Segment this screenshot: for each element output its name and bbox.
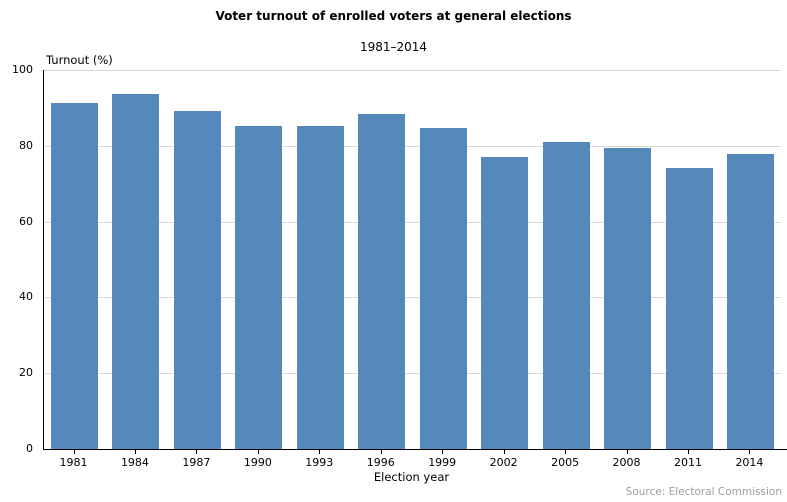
chart-subtitle: 1981–2014 bbox=[359, 40, 428, 54]
x-tick-label-2005: 2005 bbox=[551, 456, 580, 469]
x-tick-label-1996: 1996 bbox=[366, 456, 395, 469]
plot-area bbox=[43, 70, 781, 449]
y-axis-tick-labels: 0 20 40 60 80 100 bbox=[0, 63, 33, 455]
gridline-40 bbox=[44, 297, 781, 299]
y-tick-label-40: 40 bbox=[19, 290, 33, 304]
x-tick-label-2008: 2008 bbox=[612, 456, 641, 469]
bar-1996 bbox=[358, 114, 406, 449]
x-tick-1996 bbox=[380, 449, 382, 454]
x-axis-line bbox=[43, 449, 787, 450]
bar-1990 bbox=[235, 126, 283, 449]
x-tick-1993 bbox=[319, 449, 321, 454]
gridline-80 bbox=[44, 145, 781, 147]
x-tick-1987 bbox=[196, 449, 198, 454]
y-tick-label-60: 60 bbox=[19, 214, 33, 228]
x-tick-1990 bbox=[257, 449, 259, 454]
bar-2014 bbox=[726, 153, 774, 449]
bar-1987 bbox=[173, 111, 221, 449]
gridline-100 bbox=[44, 70, 781, 71]
y-tick-label-20: 20 bbox=[19, 366, 33, 380]
bar-2008 bbox=[604, 147, 652, 449]
x-axis-ticks: 1981 1984 1987 1990 1993 1996 1999 2002 2005 2008… bbox=[43, 449, 780, 481]
x-tick-label-2011: 2011 bbox=[674, 456, 702, 469]
x-tick-label-1987: 1987 bbox=[182, 456, 211, 469]
chart-title: Voter turnout of enrolled voters at gene… bbox=[215, 9, 572, 23]
bar-1999 bbox=[419, 127, 467, 449]
x-tick-label-2014: 2014 bbox=[735, 456, 764, 469]
x-tick-1999 bbox=[442, 449, 444, 454]
y-tick-label-0: 0 bbox=[26, 442, 33, 455]
bar-2011 bbox=[665, 167, 713, 449]
bar-1993 bbox=[296, 126, 344, 449]
bar-1981 bbox=[51, 102, 98, 449]
x-tick-2011 bbox=[688, 449, 689, 454]
x-tick-label-1981: 1981 bbox=[59, 456, 88, 469]
x-tick-label-1999: 1999 bbox=[428, 456, 457, 469]
x-tick-1981 bbox=[73, 449, 75, 454]
x-tick-label-1993: 1993 bbox=[305, 456, 334, 469]
x-tick-2008 bbox=[626, 449, 628, 454]
x-tick-label-2002: 2002 bbox=[489, 456, 518, 469]
x-tick-label-1984: 1984 bbox=[120, 456, 149, 469]
x-tick-2002 bbox=[503, 449, 505, 454]
source-note: Source: Electoral Commission bbox=[625, 486, 782, 498]
x-tick-label-1990: 1990 bbox=[243, 456, 272, 469]
y-axis-title: Turnout (%) bbox=[46, 53, 113, 67]
bar-2002 bbox=[481, 157, 529, 449]
y-tick-label-80: 80 bbox=[19, 138, 33, 152]
gridline-20 bbox=[44, 373, 781, 375]
x-tick-1984 bbox=[134, 449, 136, 454]
bar-2005 bbox=[542, 142, 590, 449]
x-tick-2005 bbox=[565, 449, 567, 454]
x-axis-title: Election year bbox=[373, 470, 450, 484]
x-tick-2014 bbox=[749, 449, 751, 454]
gridline-60 bbox=[44, 221, 781, 223]
y-tick-label-100: 100 bbox=[12, 63, 33, 76]
bar-1984 bbox=[112, 93, 160, 449]
